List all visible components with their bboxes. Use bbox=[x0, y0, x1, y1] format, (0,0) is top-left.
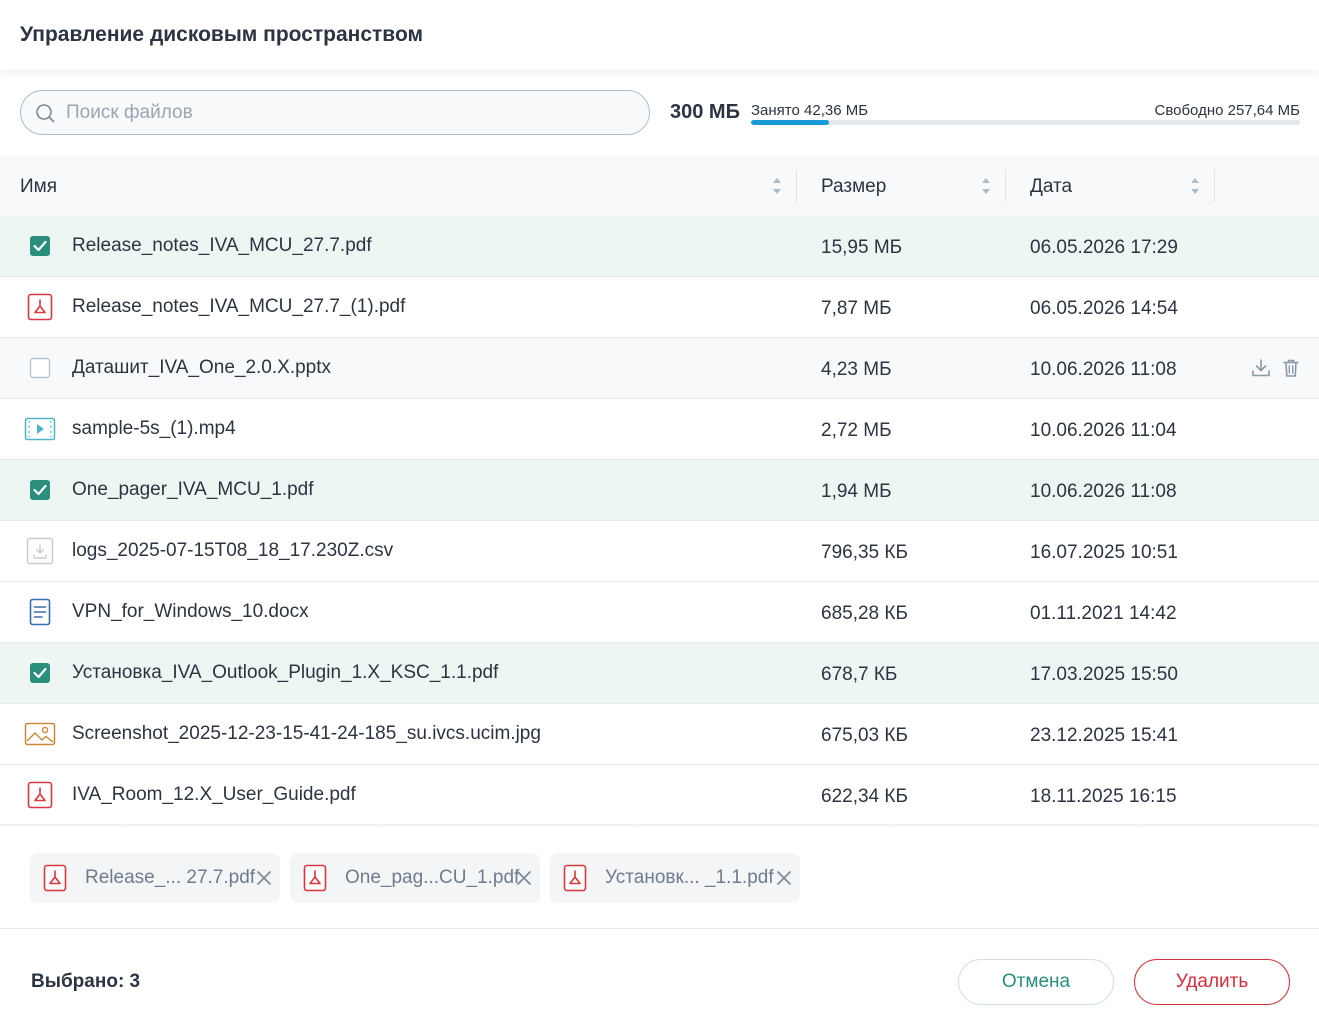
selected-count: Выбрано: 3 bbox=[31, 971, 141, 992]
file-size: 2,72 МБ bbox=[821, 420, 892, 441]
chip-label: Release_... 27.7.pdf bbox=[85, 867, 256, 888]
file-date: 06.05.2026 14:54 bbox=[1030, 298, 1178, 319]
table-row[interactable]: One_pager_IVA_MCU_1.pdf 1,94 МБ 10.06.20… bbox=[0, 460, 1319, 521]
table-row[interactable]: Установка_IVA_Outlook_Plugin_1.X_KSC_1.1… bbox=[0, 643, 1319, 704]
table-row[interactable]: VPN_for_Windows_10.docx 685,28 КБ 01.11.… bbox=[0, 582, 1319, 643]
table-header: Имя Размер Дата bbox=[0, 156, 1319, 216]
quota-total: 300 МБ bbox=[670, 101, 740, 123]
video-icon[interactable] bbox=[24, 415, 56, 443]
file-date: 23.12.2025 15:41 bbox=[1030, 725, 1178, 746]
pdf-icon[interactable] bbox=[24, 781, 56, 809]
table-row[interactable]: Screenshot_2025-12-23-15-41-24-185_su.iv… bbox=[0, 704, 1319, 765]
close-icon[interactable] bbox=[254, 868, 274, 888]
chip-label: One_pag...CU_1.pdf bbox=[345, 867, 520, 888]
file-size: 675,03 КБ bbox=[821, 725, 908, 746]
delete-button[interactable]: Удалить bbox=[1134, 959, 1290, 1005]
sort-icon[interactable] bbox=[771, 174, 783, 198]
column-header-name[interactable]: Имя bbox=[20, 176, 58, 197]
pdf-icon bbox=[303, 864, 327, 892]
selected-file-chip[interactable]: Release_... 27.7.pdf bbox=[30, 853, 280, 903]
quota-progress-bar bbox=[751, 120, 1300, 125]
column-divider[interactable] bbox=[1005, 170, 1006, 202]
table-row[interactable]: sample-5s_(1).mp4 2,72 МБ 10.06.2026 11:… bbox=[0, 399, 1319, 460]
file-date: 16.07.2025 10:51 bbox=[1030, 542, 1178, 563]
file-date: 18.11.2025 16:15 bbox=[1030, 786, 1177, 807]
file-size: 15,95 МБ bbox=[821, 237, 903, 258]
file-date: 01.11.2021 14:42 bbox=[1030, 603, 1177, 624]
close-icon[interactable] bbox=[514, 868, 534, 888]
file-name: One_pager_IVA_MCU_1.pdf bbox=[72, 479, 314, 500]
file-size: 685,28 КБ bbox=[821, 603, 908, 624]
file-size: 678,7 КБ bbox=[821, 664, 898, 685]
cancel-button[interactable]: Отмена bbox=[958, 959, 1114, 1005]
table-row[interactable]: Release_notes_IVA_MCU_27.7_(1).pdf 7,87 … bbox=[0, 277, 1319, 338]
footer-divider bbox=[0, 928, 1319, 929]
file-name: Release_notes_IVA_MCU_27.7_(1).pdf bbox=[72, 296, 406, 317]
quota-used-label: Занято 42,36 МБ bbox=[751, 102, 869, 119]
table-row[interactable]: logs_2025-07-15T08_18_17.230Z.csv 796,35… bbox=[0, 521, 1319, 582]
pdf-icon[interactable] bbox=[24, 293, 56, 321]
table-row[interactable]: Release_notes_IVA_MCU_27.7.pdf 15,95 МБ … bbox=[0, 216, 1319, 277]
file-date: 06.05.2026 17:29 bbox=[1030, 237, 1178, 258]
file-name: Даташит_IVA_One_2.0.X.pptx bbox=[72, 357, 332, 378]
quota-free-label: Свободно 257,64 МБ bbox=[1154, 102, 1300, 119]
file-size: 1,94 МБ bbox=[821, 481, 892, 502]
sort-icon[interactable] bbox=[1189, 174, 1201, 198]
quota-progress-fill bbox=[751, 120, 829, 125]
file-size: 7,87 МБ bbox=[821, 298, 892, 319]
table-row[interactable]: Даташит_IVA_One_2.0.X.pptx 4,23 МБ 10.06… bbox=[0, 338, 1319, 399]
download-icon[interactable] bbox=[1250, 357, 1272, 379]
dialog-header: Управление дисковым пространством bbox=[0, 0, 1319, 70]
close-icon[interactable] bbox=[774, 868, 794, 888]
search-box[interactable] bbox=[20, 90, 650, 135]
sort-icon[interactable] bbox=[980, 174, 992, 198]
checkbox-checked-icon[interactable] bbox=[24, 476, 56, 504]
file-date: 10.06.2026 11:08 bbox=[1030, 481, 1177, 502]
search-input[interactable] bbox=[66, 97, 626, 129]
file-name: Установка_IVA_Outlook_Plugin_1.X_KSC_1.1… bbox=[72, 662, 499, 683]
pdf-icon bbox=[563, 864, 587, 892]
file-size: 622,34 КБ bbox=[821, 786, 908, 807]
selected-file-chip[interactable]: Установк... _1.1.pdf bbox=[550, 853, 800, 903]
checkbox-checked-icon[interactable] bbox=[24, 659, 56, 687]
file-name: Release_notes_IVA_MCU_27.7.pdf bbox=[72, 235, 372, 256]
checkbox-empty-icon[interactable] bbox=[24, 354, 56, 382]
file-name: IVA_Room_12.X_User_Guide.pdf bbox=[72, 784, 356, 805]
file-list: Release_notes_IVA_MCU_27.7.pdf 15,95 МБ … bbox=[0, 216, 1319, 824]
file-size: 4,23 МБ bbox=[821, 359, 892, 380]
file-date: 10.06.2026 11:04 bbox=[1030, 420, 1177, 441]
file-name: sample-5s_(1).mp4 bbox=[72, 418, 236, 439]
search-icon bbox=[36, 104, 55, 123]
document-icon[interactable] bbox=[24, 598, 56, 626]
row-actions bbox=[1250, 357, 1302, 381]
file-name: Screenshot_2025-12-23-15-41-24-185_su.iv… bbox=[72, 723, 541, 744]
file-date: 17.03.2025 15:50 bbox=[1030, 664, 1178, 685]
dialog-title: Управление дисковым пространством bbox=[20, 23, 424, 46]
trash-icon[interactable] bbox=[1280, 357, 1302, 379]
column-divider[interactable] bbox=[796, 170, 797, 202]
table-row[interactable]: IVA_Room_12.X_User_Guide.pdf 622,34 КБ 1… bbox=[0, 765, 1319, 824]
column-header-size[interactable]: Размер bbox=[821, 176, 887, 197]
file-name: logs_2025-07-15T08_18_17.230Z.csv bbox=[72, 540, 394, 561]
file-name: VPN_for_Windows_10.docx bbox=[72, 601, 309, 622]
list-bottom-shadow bbox=[0, 824, 1319, 828]
checkbox-checked-icon[interactable] bbox=[24, 232, 56, 260]
pdf-icon bbox=[43, 864, 67, 892]
file-date: 10.06.2026 11:08 bbox=[1030, 359, 1177, 380]
selected-file-chip[interactable]: One_pag...CU_1.pdf bbox=[290, 853, 540, 903]
file-size: 796,35 КБ bbox=[821, 542, 908, 563]
column-header-date[interactable]: Дата bbox=[1030, 176, 1073, 197]
column-divider[interactable] bbox=[1214, 170, 1215, 202]
image-icon[interactable] bbox=[24, 720, 56, 748]
chip-label: Установк... _1.1.pdf bbox=[605, 867, 774, 888]
generic-file-icon[interactable] bbox=[24, 537, 56, 565]
